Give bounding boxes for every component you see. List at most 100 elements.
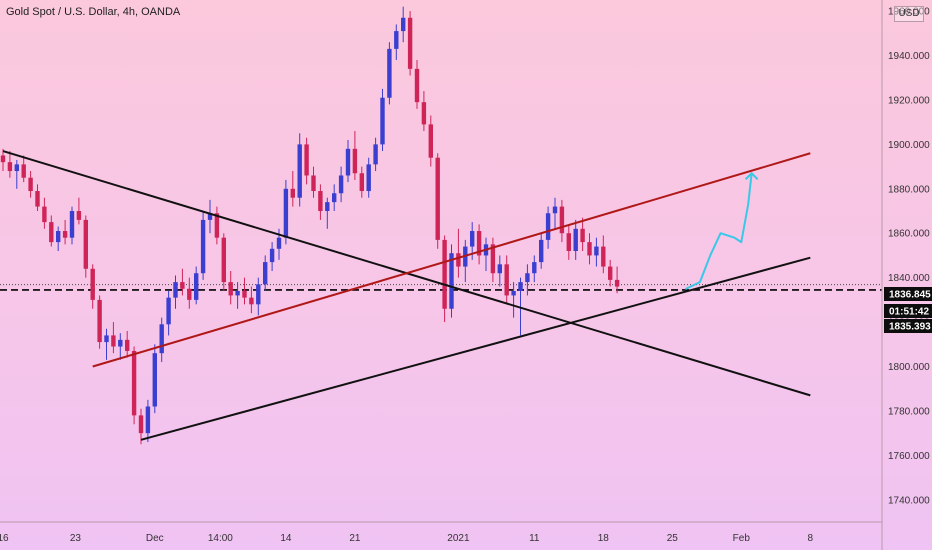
- candle-body[interactable]: [283, 188, 289, 238]
- candle-body[interactable]: [525, 273, 530, 283]
- candle-body[interactable]: [476, 231, 482, 256]
- candle-body[interactable]: [200, 219, 206, 274]
- candle-body[interactable]: [401, 17, 406, 32]
- x-tick-label: 16: [0, 533, 9, 544]
- candle-body[interactable]: [49, 222, 54, 243]
- candle-body[interactable]: [449, 253, 454, 309]
- black-ascending-trendline[interactable]: [140, 256, 811, 441]
- candle-body[interactable]: [325, 202, 330, 212]
- candle-body[interactable]: [338, 175, 344, 194]
- candle-body[interactable]: [366, 164, 371, 192]
- candle-body[interactable]: [345, 148, 351, 176]
- candle-body[interactable]: [532, 262, 537, 274]
- candle-body[interactable]: [35, 191, 40, 207]
- candle-body[interactable]: [131, 350, 137, 416]
- candle-body[interactable]: [269, 248, 275, 263]
- candle-body[interactable]: [14, 164, 19, 172]
- candle-body[interactable]: [214, 213, 220, 238]
- candle-body[interactable]: [304, 144, 309, 176]
- candle-body[interactable]: [608, 266, 613, 280]
- candle-body[interactable]: [263, 262, 268, 285]
- candle-body[interactable]: [21, 164, 26, 178]
- candle-body[interactable]: [242, 290, 247, 298]
- candle-body[interactable]: [152, 353, 157, 407]
- candle-body[interactable]: [249, 297, 254, 305]
- price-tag-box: [884, 287, 932, 301]
- candle-body[interactable]: [166, 297, 171, 325]
- candle-body[interactable]: [256, 284, 261, 305]
- candle-body[interactable]: [159, 324, 164, 354]
- y-tick-label: 1920.000: [888, 95, 930, 106]
- candle-body[interactable]: [276, 237, 282, 249]
- price-tag-label: 01:51:42: [889, 307, 929, 318]
- candle-body[interactable]: [428, 124, 433, 158]
- candle-body[interactable]: [311, 175, 316, 192]
- candle-body[interactable]: [76, 211, 82, 220]
- candle-body[interactable]: [359, 173, 364, 192]
- candle-body[interactable]: [235, 290, 240, 296]
- candle-body[interactable]: [0, 155, 6, 163]
- candle-body[interactable]: [173, 282, 178, 298]
- candle-body[interactable]: [394, 31, 399, 49]
- candle-body[interactable]: [207, 213, 213, 220]
- candle-body[interactable]: [187, 288, 192, 300]
- candle-body[interactable]: [407, 17, 413, 69]
- candle-body[interactable]: [111, 335, 116, 347]
- candle-body[interactable]: [470, 231, 475, 247]
- candle-body[interactable]: [290, 188, 295, 198]
- candle-body[interactable]: [387, 48, 392, 98]
- candle-body[interactable]: [125, 339, 130, 351]
- candle-body[interactable]: [594, 246, 599, 256]
- candle-body[interactable]: [490, 244, 496, 274]
- candle-body[interactable]: [62, 231, 68, 238]
- candle-body[interactable]: [180, 282, 185, 289]
- candle-body[interactable]: [97, 299, 102, 343]
- candle-body[interactable]: [539, 239, 544, 263]
- candle-body[interactable]: [518, 282, 523, 291]
- candle-body[interactable]: [90, 268, 95, 300]
- candle-body[interactable]: [552, 206, 558, 214]
- candle-body[interactable]: [580, 228, 585, 243]
- candles[interactable]: [0, 6, 620, 445]
- candle-body[interactable]: [380, 97, 385, 145]
- candle-body[interactable]: [414, 68, 420, 103]
- candle-body[interactable]: [504, 264, 509, 296]
- currency-button[interactable]: USD: [894, 6, 924, 22]
- candle-body[interactable]: [559, 206, 565, 234]
- candle-body[interactable]: [545, 213, 551, 240]
- candle-body[interactable]: [573, 228, 578, 252]
- candle-body[interactable]: [297, 144, 302, 198]
- candle-body[interactable]: [7, 162, 13, 172]
- red-upper-channel-trendline[interactable]: [92, 152, 811, 368]
- trendlines[interactable]: [2, 150, 811, 441]
- candle-body[interactable]: [318, 191, 323, 212]
- candle-body[interactable]: [601, 246, 606, 267]
- candle-body[interactable]: [221, 237, 226, 283]
- candle-body[interactable]: [69, 211, 75, 238]
- candle-body[interactable]: [145, 406, 151, 434]
- candle-body[interactable]: [497, 264, 502, 274]
- candle-body[interactable]: [566, 233, 571, 252]
- candle-body[interactable]: [352, 148, 358, 174]
- candle-body[interactable]: [194, 273, 199, 300]
- candle-body[interactable]: [373, 144, 378, 165]
- candle-body[interactable]: [104, 335, 109, 343]
- projection-path[interactable]: [685, 172, 753, 290]
- candle-body[interactable]: [42, 206, 47, 223]
- candle-body[interactable]: [511, 290, 516, 296]
- candle-body[interactable]: [421, 102, 427, 125]
- candle-body[interactable]: [614, 279, 620, 287]
- candle-body[interactable]: [118, 339, 123, 347]
- candle-body[interactable]: [28, 177, 33, 192]
- candle-body[interactable]: [83, 219, 88, 269]
- candle-body[interactable]: [456, 253, 461, 267]
- candle-body[interactable]: [332, 193, 337, 203]
- candle-body[interactable]: [442, 239, 447, 309]
- candle-body[interactable]: [228, 282, 233, 296]
- candle-body[interactable]: [56, 231, 61, 243]
- candle-body[interactable]: [138, 415, 144, 434]
- candle-body[interactable]: [587, 242, 592, 256]
- candle-body[interactable]: [435, 157, 440, 240]
